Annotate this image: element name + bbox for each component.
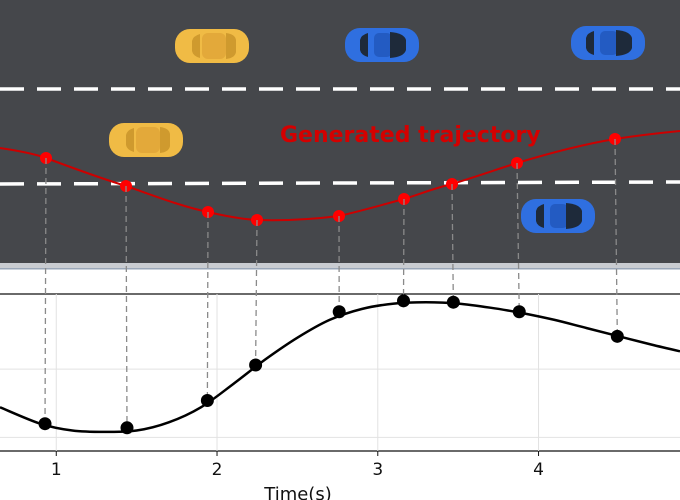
- data-point: [120, 421, 134, 435]
- data-point: [332, 305, 346, 319]
- x-axis-label: Time(s): [263, 484, 331, 500]
- road-scene: Generated trajectory: [0, 0, 680, 270]
- x-tick-label: 3: [372, 460, 383, 480]
- x-tick-label: 4: [533, 460, 544, 480]
- data-point: [610, 329, 624, 343]
- chart-grid: [0, 294, 680, 451]
- connector-line: [206, 211, 209, 401]
- road-edge-line: [0, 268, 680, 270]
- data-point: [249, 358, 263, 372]
- car-icon: [109, 123, 183, 157]
- connector-line: [125, 185, 128, 428]
- data-points: [38, 294, 624, 435]
- connector-lines: [44, 138, 618, 428]
- trajectory-label: Generated trajectory: [280, 123, 541, 148]
- data-point: [38, 417, 52, 431]
- x-tick-label: 1: [51, 460, 62, 480]
- lane-marking-lower: [0, 180, 680, 186]
- data-point: [396, 294, 410, 308]
- time-chart: 1 2 3 4 Time(s): [0, 138, 680, 500]
- car-icon: [345, 28, 419, 62]
- connector-line: [402, 198, 405, 301]
- data-point: [446, 295, 460, 309]
- road-edge-band: [0, 263, 680, 268]
- car-icon: [521, 199, 595, 233]
- connector-line: [614, 138, 618, 337]
- connector-line: [44, 157, 47, 424]
- data-curve: [0, 300, 680, 434]
- connector-line: [254, 219, 258, 365]
- car-icon: [175, 29, 249, 63]
- car-icon: [571, 26, 645, 60]
- connector-line: [516, 162, 520, 312]
- x-tick-label: 2: [212, 460, 223, 480]
- data-point: [200, 393, 214, 407]
- x-axis-ticks: 1 2 3 4: [51, 451, 544, 480]
- data-point: [512, 305, 526, 319]
